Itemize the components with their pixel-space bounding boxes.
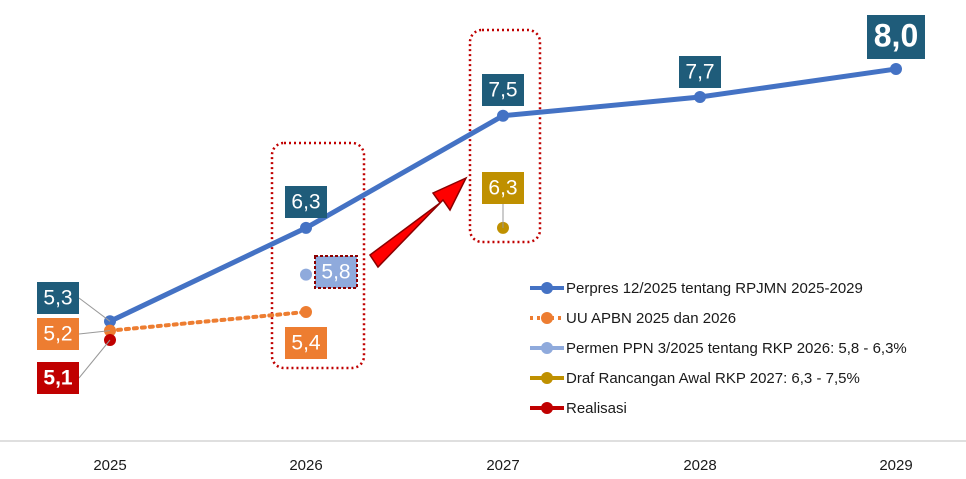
x-tick-label: 2026 — [289, 457, 322, 474]
legend-marker — [541, 402, 553, 414]
data-label: 5,3 — [43, 287, 72, 310]
highlight-box — [270, 141, 366, 370]
data-label: 6,3 — [488, 177, 517, 200]
data-label: 7,5 — [488, 79, 517, 102]
x-tick-label: 2027 — [486, 457, 519, 474]
data-label: 5,8 — [321, 261, 350, 284]
data-label: 8,0 — [874, 17, 918, 53]
data-point — [300, 305, 312, 318]
label-box — [314, 255, 358, 289]
legend-label: Realisasi — [566, 400, 627, 417]
data-point — [300, 268, 312, 281]
arrow — [368, 176, 468, 269]
data-point — [497, 109, 509, 122]
label-box — [679, 56, 721, 88]
data-point — [890, 63, 902, 75]
leader-line — [78, 339, 111, 379]
leader-line — [78, 297, 111, 322]
label-box — [867, 15, 925, 59]
legend-label: Draf Rancangan Awal RKP 2027: 6,3 - 7,5% — [566, 370, 860, 387]
legend-item: Perpres 12/2025 tentang RPJMN 2025-2029 — [530, 280, 863, 297]
legend-label: UU APBN 2025 dan 2026 — [566, 310, 736, 327]
data-label: 5,2 — [43, 323, 72, 346]
x-tick-label: 2029 — [879, 457, 912, 474]
legend-item: UU APBN 2025 dan 2026 — [530, 310, 736, 327]
leader-line — [78, 330, 111, 335]
legend-item: Draf Rancangan Awal RKP 2027: 6,3 - 7,5% — [530, 370, 860, 387]
label-box — [482, 74, 524, 106]
data-label: 5,4 — [291, 332, 321, 355]
data-point — [300, 221, 312, 234]
x-tick-label: 2028 — [683, 457, 716, 474]
label-box — [285, 186, 327, 218]
label-box — [482, 172, 524, 204]
data-label: 7,7 — [685, 61, 714, 84]
label-box — [37, 362, 79, 394]
legend-item: Permen PPN 3/2025 tentang RKP 2026: 5,8 … — [530, 340, 907, 357]
legend-marker — [541, 372, 553, 384]
x-tick-label: 2025 — [93, 457, 126, 474]
label-box — [285, 327, 327, 359]
data-label: 6,3 — [291, 191, 320, 214]
series-line — [108, 309, 308, 333]
legend-label: Permen PPN 3/2025 tentang RKP 2026: 5,8 … — [566, 340, 907, 357]
data-point — [694, 91, 706, 104]
legend-label: Perpres 12/2025 tentang RPJMN 2025-2029 — [566, 280, 863, 297]
data-label: 5,1 — [43, 367, 73, 390]
label-box — [37, 318, 79, 350]
legend-marker — [541, 282, 553, 294]
highlight-box — [468, 28, 542, 244]
label-box — [37, 282, 79, 314]
legend-marker — [541, 342, 553, 354]
legend-item: Realisasi — [530, 400, 627, 417]
legend-marker — [541, 312, 553, 324]
